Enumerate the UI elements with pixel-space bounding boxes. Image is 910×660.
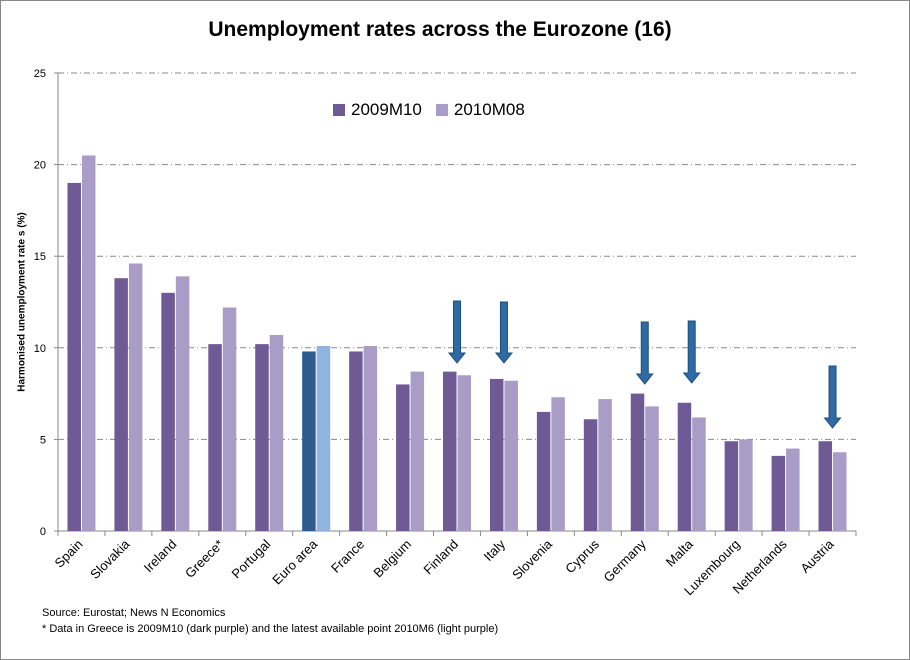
x-tick-label: Greece*: [182, 537, 226, 581]
footnote: * Data in Greece is 2009M10 (dark purple…: [42, 623, 499, 635]
x-tick-label: Malta: [663, 536, 697, 570]
bar-2010M08-slovenia: [551, 397, 565, 531]
down-arrow-germany: [635, 321, 654, 385]
down-arrow-malta: [682, 320, 701, 384]
down-arrow-austria: [823, 365, 842, 429]
x-tick-label: Ireland: [141, 537, 180, 576]
bar-2010M08-italy: [504, 380, 518, 531]
down-arrow-finland: [447, 300, 467, 364]
bar-2010M08-germany: [645, 406, 659, 531]
bar-2009M10-netherlands: [771, 455, 786, 531]
bar-2009M10-luxembourg: [724, 441, 739, 531]
y-tick-label: 10: [34, 343, 46, 355]
x-tick-label: Belgium: [370, 537, 414, 581]
bar-2010M08-netherlands: [786, 448, 800, 531]
down-arrow-italy: [494, 301, 513, 364]
bar-2009M10-italy: [489, 378, 504, 531]
bar-2010M08-finland: [457, 375, 471, 531]
x-tick-label: France: [328, 537, 367, 576]
bar-2010M08-euroarea: [316, 345, 331, 531]
bar-2010M08-cyprus: [598, 399, 612, 531]
legend-entry-series-1: 2009M10: [333, 100, 422, 120]
bar-2010M08-belgium: [410, 371, 425, 531]
y-tick-label: 25: [34, 68, 46, 80]
legend-entry-series-2: 2010M08: [435, 100, 525, 120]
y-tick-label: 0: [40, 526, 46, 538]
legend-swatch-series-2: [435, 104, 448, 116]
x-tick-label: Cyprus: [562, 536, 602, 576]
bar-2009M10-germany: [630, 393, 645, 531]
x-tick-label: Portugal: [229, 536, 274, 581]
bar-2010M08-greece: [222, 307, 237, 531]
legend-label-series-1: 2009M10: [351, 100, 422, 119]
bar-2010M08-austria: [833, 452, 847, 531]
legend: 2009M10 2010M08: [333, 100, 539, 120]
bar-2009M10-portugal: [255, 344, 269, 531]
bar-2009M10-belgium: [396, 384, 410, 531]
bar-2010M08-malta: [692, 417, 706, 531]
bar-2009M10-euroarea: [302, 351, 316, 531]
bar-2010M08-france: [363, 345, 378, 531]
legend-label-series-2: 2010M08: [453, 100, 525, 119]
bar-2009M10-malta: [677, 402, 692, 531]
bar-2010M08-slovakia: [128, 263, 143, 531]
bar-2009M10-slovenia: [536, 411, 551, 531]
bar-2009M10-greece: [208, 344, 222, 531]
y-tick-label: 5: [40, 434, 46, 446]
x-tick-label: Italy: [481, 536, 509, 564]
x-tick-label: Euro area: [269, 536, 321, 588]
y-tick-label: 15: [34, 251, 46, 263]
legend-swatch-series-1: [333, 104, 345, 116]
source-note: Source: Eurostat; News N Economics: [42, 607, 226, 619]
bar-2010M08-ireland: [175, 276, 190, 531]
x-tick-label: Slovenia: [509, 536, 555, 582]
bar-2009M10-finland: [443, 371, 457, 531]
chart-notes: Source: Eurostat; News N Economics * Dat…: [42, 605, 498, 637]
bar-2010M08-portugal: [269, 334, 284, 531]
bar-2010M08-luxembourg: [739, 439, 753, 531]
bar-2009M10-cyprus: [583, 419, 598, 531]
chart-title: Unemployment rates across the Eurozone (…: [208, 18, 672, 41]
x-tick-label: Finland: [420, 537, 461, 578]
bar-2009M10-slovakia: [114, 278, 128, 531]
bar-2009M10-ireland: [161, 292, 175, 531]
bar-2009M10-france: [349, 351, 363, 531]
y-tick-label: 20: [34, 160, 46, 172]
x-tick-label: Slovakia: [87, 536, 133, 582]
bar-2009M10-austria: [818, 441, 833, 531]
bar-2010M08-spain: [81, 155, 96, 531]
x-tick-label: Austria: [797, 536, 837, 576]
x-tick-label: Germany: [600, 536, 649, 585]
bar-2009M10-spain: [67, 182, 81, 532]
x-tick-label: Spain: [51, 537, 85, 571]
